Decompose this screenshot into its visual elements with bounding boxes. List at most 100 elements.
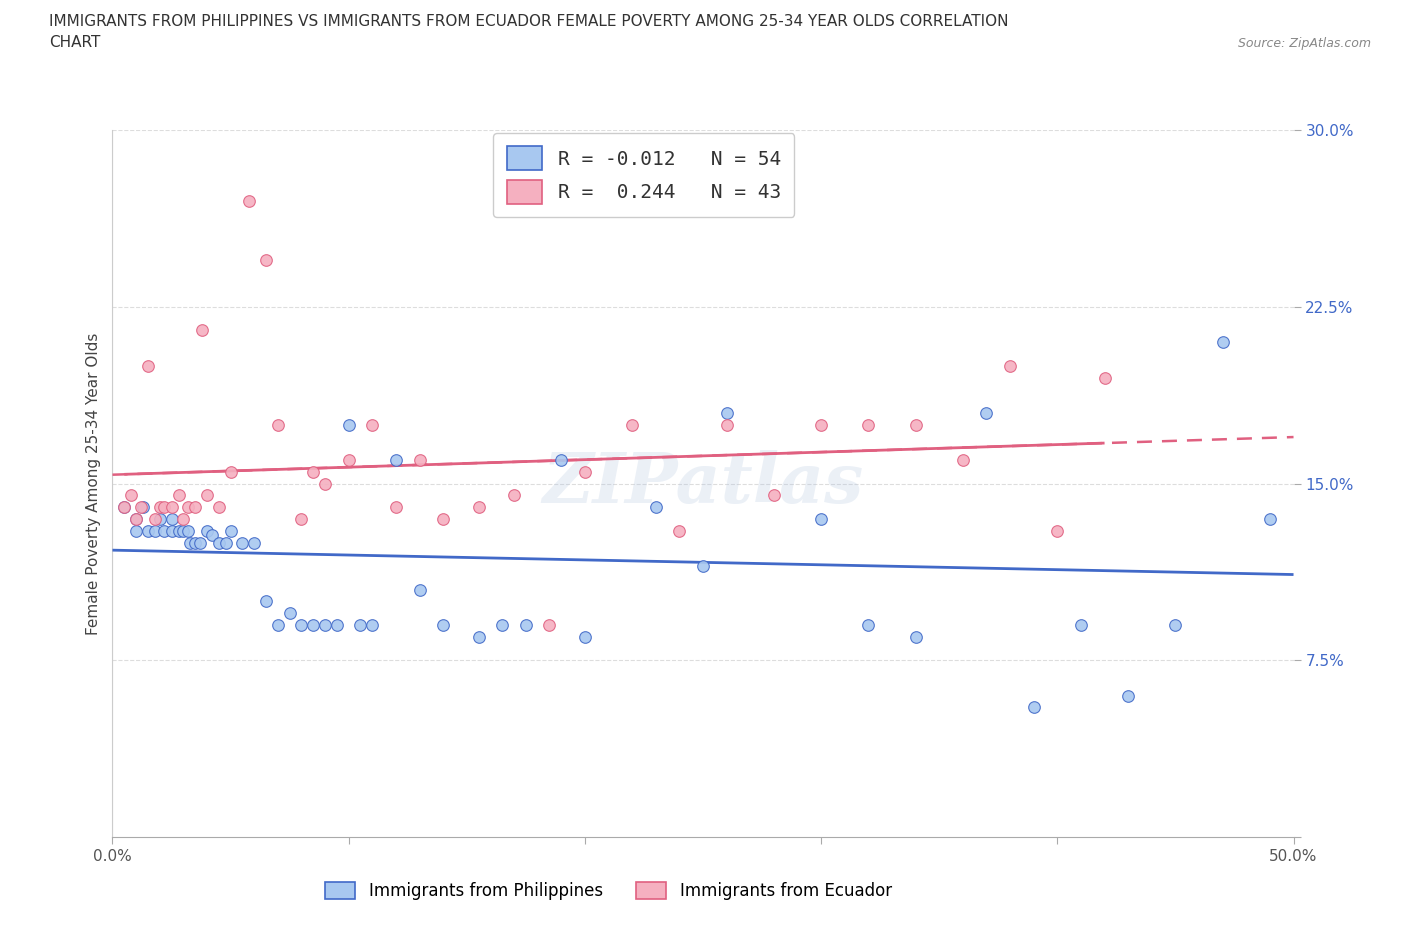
Point [349,618,371,632]
Point [716,418,738,432]
Point [172,524,194,538]
Point [191,323,214,338]
Point [125,512,148,526]
Point [326,618,349,632]
Point [762,488,785,503]
Point [254,252,277,267]
Point [1116,688,1139,703]
Point [810,512,832,526]
Point [408,453,430,468]
Point [136,524,159,538]
Point [1046,524,1069,538]
Point [112,499,135,514]
Point [314,476,336,491]
Point [1022,700,1045,715]
Point [574,464,596,479]
Point [976,405,998,420]
Point [361,618,384,632]
Point [337,418,360,432]
Point [491,618,513,632]
Point [337,453,360,468]
Point [621,418,644,432]
Point [208,499,231,514]
Point [143,524,166,538]
Point [302,618,325,632]
Point [167,524,190,538]
Point [184,535,207,550]
Point [361,418,384,432]
Text: IMMIGRANTS FROM PHILIPPINES VS IMMIGRANTS FROM ECUADOR FEMALE POVERTY AMONG 25-3: IMMIGRANTS FROM PHILIPPINES VS IMMIGRANT… [49,14,1008,29]
Point [1094,370,1116,385]
Point [267,418,290,432]
Point [515,618,537,632]
Text: Source: ZipAtlas.com: Source: ZipAtlas.com [1237,37,1371,50]
Point [290,512,312,526]
Point [858,418,880,432]
Point [998,358,1021,373]
Point [160,512,183,526]
Point [858,618,880,632]
Point [952,453,974,468]
Point [904,630,927,644]
Point [692,559,714,574]
Y-axis label: Female Poverty Among 25-34 Year Olds: Female Poverty Among 25-34 Year Olds [86,332,101,635]
Point [668,524,690,538]
Point [716,405,738,420]
Point [125,524,148,538]
Legend: Immigrants from Philippines, Immigrants from Ecuador: Immigrants from Philippines, Immigrants … [319,875,898,907]
Point [314,618,336,632]
Point [538,618,561,632]
Point [290,618,312,632]
Point [408,582,430,597]
Point [208,535,231,550]
Text: CHART: CHART [49,35,101,50]
Point [231,535,253,550]
Point [172,512,194,526]
Point [136,358,159,373]
Point [219,464,242,479]
Point [574,630,596,644]
Text: ZIPatlas: ZIPatlas [543,450,863,517]
Point [215,535,238,550]
Point [195,524,218,538]
Point [179,535,201,550]
Point [177,524,200,538]
Point [195,488,218,503]
Point [132,499,155,514]
Point [153,499,176,514]
Point [219,524,242,538]
Point [810,418,832,432]
Point [238,193,260,208]
Point [1212,335,1234,350]
Point [550,453,572,468]
Point [149,512,172,526]
Point [149,499,172,514]
Point [153,524,176,538]
Point [1070,618,1092,632]
Point [112,499,135,514]
Point [904,418,927,432]
Point [254,594,277,609]
Point [201,528,224,543]
Point [160,524,183,538]
Point [160,499,183,514]
Point [302,464,325,479]
Point [1164,618,1187,632]
Point [432,618,454,632]
Point [188,535,211,550]
Point [167,488,190,503]
Point [385,499,408,514]
Point [467,630,489,644]
Point [177,499,200,514]
Point [503,488,526,503]
Point [467,499,489,514]
Point [129,499,152,514]
Point [432,512,454,526]
Point [120,488,142,503]
Point [267,618,290,632]
Point [184,499,207,514]
Point [644,499,666,514]
Point [125,512,148,526]
Point [243,535,266,550]
Point [143,512,166,526]
